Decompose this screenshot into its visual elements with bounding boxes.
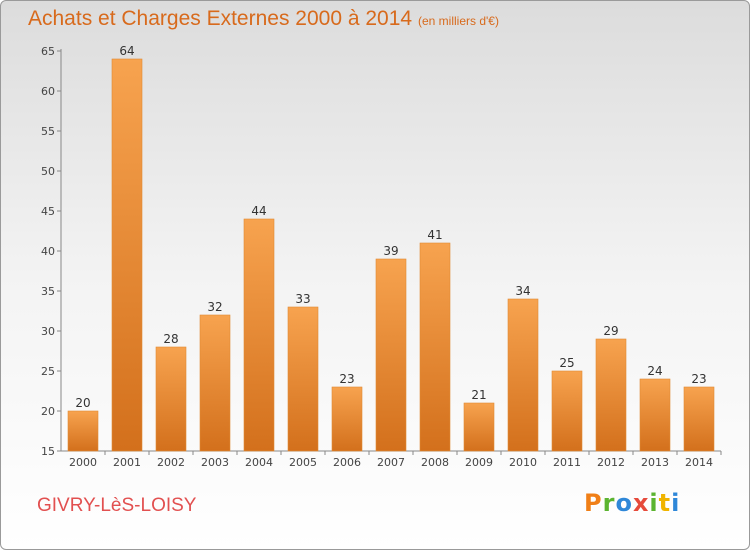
y-tick-label: 60 xyxy=(41,85,55,98)
bar xyxy=(243,218,275,452)
bar-value-label: 33 xyxy=(295,292,310,306)
bar-value-label: 32 xyxy=(207,300,222,314)
y-tick-label: 50 xyxy=(41,165,55,178)
y-tick-label: 25 xyxy=(41,365,55,378)
y-tick-label: 35 xyxy=(41,285,55,298)
x-tick-label: 2006 xyxy=(333,456,361,469)
bar xyxy=(287,306,319,452)
x-tick-label: 2004 xyxy=(245,456,273,469)
x-tick-label: 2011 xyxy=(553,456,581,469)
logo-letter: r xyxy=(602,489,616,517)
y-tick-label: 40 xyxy=(41,245,55,258)
x-tick-label: 2008 xyxy=(421,456,449,469)
bar-value-label: 28 xyxy=(163,332,178,346)
bar-value-label: 21 xyxy=(471,388,486,402)
logo-letter: x xyxy=(632,489,650,517)
bar xyxy=(331,386,363,452)
x-tick-label: 2014 xyxy=(685,456,713,469)
bar-value-label: 23 xyxy=(339,372,354,386)
chart-unit: (en milliers d'€) xyxy=(418,14,499,28)
x-tick-label: 2002 xyxy=(157,456,185,469)
x-tick-label: 2012 xyxy=(597,456,625,469)
place-name: GIVRY-LèS-LOISY xyxy=(37,495,197,516)
proxiti-logo: Proxiti xyxy=(584,489,680,517)
bar xyxy=(199,314,231,452)
logo-letter: t xyxy=(658,489,672,517)
bar xyxy=(419,242,451,452)
bar xyxy=(67,410,99,452)
x-tick-label: 2003 xyxy=(201,456,229,469)
bar-value-label: 41 xyxy=(427,228,442,242)
y-tick-label: 20 xyxy=(41,405,55,418)
chart-title: Achats et Charges Externes 2000 à 2014 xyxy=(28,7,413,30)
bar-value-label: 25 xyxy=(559,356,574,370)
bar xyxy=(551,370,583,452)
bar-value-label: 29 xyxy=(603,324,618,338)
bar xyxy=(507,298,539,452)
y-tick-label: 55 xyxy=(41,125,55,138)
logo-letter: i xyxy=(649,489,659,517)
bar-value-label: 24 xyxy=(647,364,662,378)
bar xyxy=(375,258,407,452)
bar xyxy=(683,386,715,452)
bar xyxy=(639,378,671,452)
x-tick-label: 2009 xyxy=(465,456,493,469)
x-tick-label: 2013 xyxy=(641,456,669,469)
y-tick-label: 30 xyxy=(41,325,55,338)
x-tick-label: 2005 xyxy=(289,456,317,469)
bar xyxy=(463,402,495,452)
y-tick-label: 65 xyxy=(41,45,55,58)
bar-value-label: 23 xyxy=(691,372,706,386)
y-tick-label: 45 xyxy=(41,205,55,218)
x-tick-label: 2010 xyxy=(509,456,537,469)
x-tick-label: 2000 xyxy=(69,456,97,469)
bar-value-label: 44 xyxy=(251,204,266,218)
logo-letter: o xyxy=(615,489,633,517)
bar xyxy=(595,338,627,452)
logo-letter: P xyxy=(584,489,603,517)
logo-letter: i xyxy=(671,489,681,517)
bar xyxy=(111,58,143,452)
bar-value-label: 64 xyxy=(119,44,134,58)
bar xyxy=(155,346,187,452)
bar-value-label: 39 xyxy=(383,244,398,258)
y-tick-label: 15 xyxy=(41,445,55,458)
bar-value-label: 20 xyxy=(75,396,90,410)
bar-value-label: 34 xyxy=(515,284,530,298)
x-tick-label: 2007 xyxy=(377,456,405,469)
x-tick-label: 2001 xyxy=(113,456,141,469)
